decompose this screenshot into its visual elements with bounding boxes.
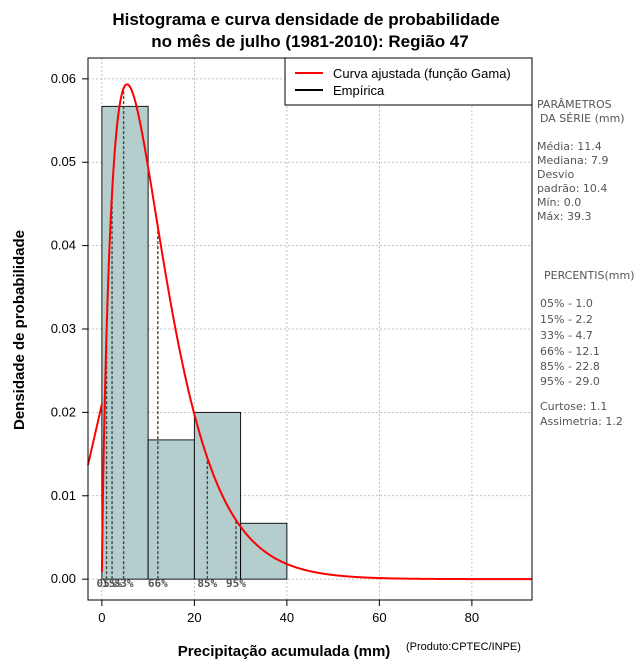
gamma-fit-curve <box>100 83 532 581</box>
y-tick-label: 0.04 <box>51 238 76 253</box>
params-header-2: DA SÉRIE (mm) <box>540 112 625 125</box>
y-axis-title: Densidade de probabilidade <box>11 230 28 430</box>
pct-row-33: 33% - 4.7 <box>540 329 593 342</box>
x-tick-label: 60 <box>372 610 386 625</box>
pct-row-95: 95% - 29.0 <box>540 375 600 388</box>
histogram-bar <box>101 105 149 580</box>
stat-curtose: Curtose: 1.1 <box>540 400 607 413</box>
stats-panel: PARÂMETROS DA SÉRIE (mm) Média: 11.4 Med… <box>537 98 635 428</box>
percentile-label: 85% <box>197 577 217 590</box>
x-axis-title: Precipitação acumulada (mm) <box>178 643 391 660</box>
stat-mediana: Mediana: 7.9 <box>537 154 608 167</box>
pct-row-05: 05% - 1.0 <box>540 297 593 310</box>
x-tick-label: 80 <box>465 610 479 625</box>
y-tick-label: 0.05 <box>51 154 76 169</box>
percentile-label: 33% <box>114 577 134 590</box>
pct-row-66: 66% - 12.1 <box>540 345 600 358</box>
legend-label-fit: Curva ajustada (função Gama) <box>333 66 511 81</box>
percentile-lines: 05%15%33% 66% 85% 95% <box>97 88 246 590</box>
legend: Curva ajustada (função Gama) Empírica <box>284 57 533 106</box>
y-tick-label: 0.01 <box>51 488 76 503</box>
legend-box <box>284 57 533 106</box>
stat-assimetria: Assimetria: 1.2 <box>540 415 623 428</box>
histogram-bars <box>101 105 288 580</box>
x-tick-label: 40 <box>280 610 294 625</box>
chart-title-line1: Histograma e curva densidade de probabil… <box>112 10 499 29</box>
gamma-fit-curve-left <box>87 403 103 466</box>
chart-title-line2: no mês de julho (1981-2010): Região 47 <box>151 32 468 51</box>
histogram-bar <box>147 439 195 580</box>
y-tick-label: 0.06 <box>51 71 76 86</box>
percentile-label: 95% <box>226 577 246 590</box>
legend-label-empirical: Empírica <box>333 83 385 98</box>
pct-row-15: 15% - 2.2 <box>540 313 593 326</box>
stat-min: Mín: 0.0 <box>537 196 581 209</box>
axes: 0 20 40 60 80 0.00 0.01 0.02 0.03 0.04 0.05 0.06 <box>51 71 479 625</box>
params-header-1: PARÂMETROS <box>537 98 612 111</box>
stat-desvio-1: Desvio <box>537 168 575 181</box>
stat-media: Média: 11.4 <box>537 140 602 153</box>
credit-text: (Produto:CPTEC/INPE) <box>406 641 521 653</box>
x-tick-label: 0 <box>98 610 105 625</box>
percentile-label: 15% <box>102 577 122 590</box>
y-tick-label: 0.02 <box>51 404 76 419</box>
percentile-label: 66% <box>148 577 168 590</box>
stat-desvio-2: padrão: 10.4 <box>537 182 607 195</box>
y-tick-label: 0.00 <box>51 571 76 586</box>
y-tick-label: 0.03 <box>51 321 76 336</box>
percentile-label: 05% <box>97 577 117 590</box>
percentis-header: PERCENTIS(mm) <box>544 269 635 282</box>
x-tick-label: 20 <box>187 610 201 625</box>
gamma-curve-layer <box>87 83 532 581</box>
stat-max: Máx: 39.3 <box>537 210 591 223</box>
pct-row-85: 85% - 22.8 <box>540 360 600 373</box>
